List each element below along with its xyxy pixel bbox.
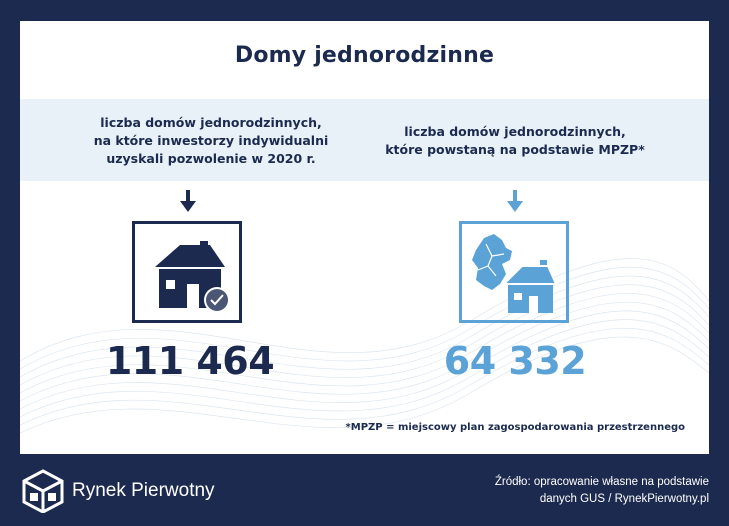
left-description-line: na które inwestorzy indywidualni xyxy=(93,133,329,148)
description-band xyxy=(20,99,709,181)
page-title: Domy jednorodzinne xyxy=(234,43,495,68)
rynek-pierwotny-logo-icon xyxy=(22,469,64,513)
right-value: 64 332 xyxy=(443,339,587,383)
left-description-line: uzyskali pozwolenie w 2020 r. xyxy=(106,151,316,166)
left-value: 111 464 xyxy=(105,339,275,383)
right-description-line: liczba domów jednorodzinnych, xyxy=(404,124,626,139)
house-map-box xyxy=(459,221,569,323)
left-description: liczba domów jednorodzinnych, na które i… xyxy=(61,114,361,168)
content-card: Domy jednorodzinne liczba domów jednorod… xyxy=(20,21,709,454)
source-note: Źródło: opracowanie własne na podstawie … xyxy=(409,474,709,508)
footnote: *MPZP = miejscowy plan zagospodarowania … xyxy=(345,422,685,433)
arrow-down-icon xyxy=(507,190,523,212)
source-line: danych GUS / RynekPierwotny.pl xyxy=(539,493,709,505)
right-description: liczba domów jednorodzinnych, które pows… xyxy=(365,123,665,159)
house-map-icon xyxy=(472,234,558,313)
house-check-icon xyxy=(155,241,230,313)
house-check-box xyxy=(132,221,242,323)
right-description-line: które powstaną na podstawie MPZP* xyxy=(385,142,645,157)
left-description-line: liczba domów jednorodzinnych, xyxy=(100,115,322,130)
brand-name: Rynek Pierwotny xyxy=(72,480,215,501)
arrow-down-icon xyxy=(180,190,196,212)
source-line: Źródło: opracowanie własne na podstawie xyxy=(494,476,709,488)
background-waves xyxy=(20,258,709,434)
